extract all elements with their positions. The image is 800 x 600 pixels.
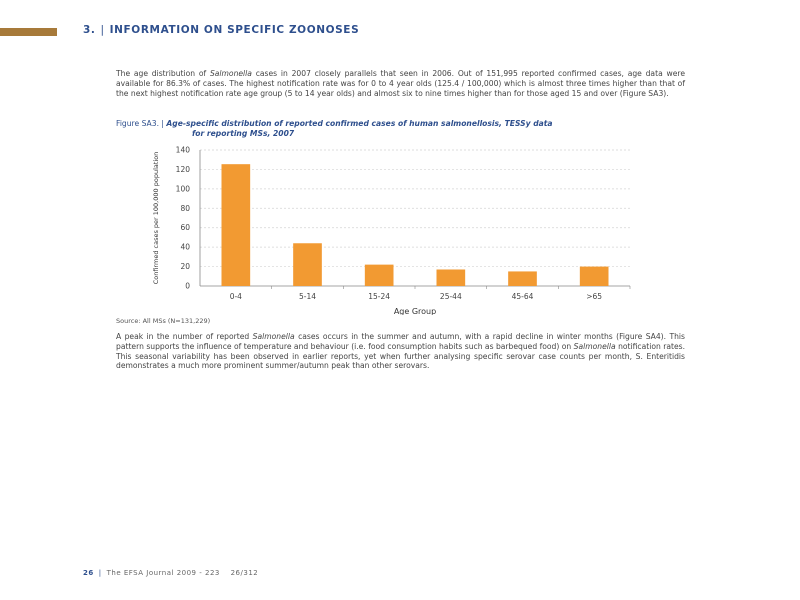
seasonality-paragraph: A peak in the number of reported Salmone… [116,332,685,371]
section-number: 3. [83,24,96,36]
footer-divider: | [98,569,102,577]
figure-source: Source: All MSs (N=131,229) [116,317,211,325]
text-run: A peak in the number of reported [116,332,253,341]
text-run: cases occurs in the summer and autumn, w… [116,332,685,351]
bar [364,264,394,286]
y-tick-label: 40 [180,243,190,252]
page-count: 26/312 [230,569,259,577]
section-title: INFORMATION ON SPECIFIC ZOONOSES [109,24,360,36]
italic-run: Salmonella [252,332,295,341]
bar [293,243,322,286]
journal-name: The EFSA Journal 2009 - 223 [106,569,220,577]
section-header: 3. | INFORMATION ON SPECIFIC ZOONOSES [83,24,359,36]
bar-chart: 0 20 40 60 80 100 120 140 0-4 5-14 15-24 25-44 45-64… [152,146,631,315]
bar [579,266,609,286]
header-divider: | [100,24,105,36]
figure-title-line2: for reporting MSs, 2007 [192,128,295,138]
intro-paragraph: The age distribution of Salmonella cases… [116,69,685,98]
bar [508,271,537,286]
bar [436,269,466,286]
figure-title-line1: Age-specific distribution of reported co… [166,119,553,128]
page-number: 26 [83,569,94,577]
x-tick-label: 25-44 [440,292,462,301]
text-run: The age distribution of [116,69,210,78]
italic-run: Salmonella [209,69,252,78]
figure-label: Figure SA3. [116,119,159,128]
y-tick-label: 140 [176,146,191,155]
y-tick-label: 80 [180,204,190,213]
bar [221,164,251,286]
x-tick-label: 5-14 [299,292,316,301]
y-axis-title: Confirmed cases per 100,000 population [152,152,160,285]
italic-run: Salmonella [573,341,616,351]
text-run: cases in 2007 closely parallels that see… [116,69,685,98]
x-tick-label: >65 [586,292,602,301]
y-tick-label: 0 [185,282,190,291]
x-tick-label: 45-64 [512,292,534,301]
y-tick-label: 120 [176,165,191,174]
x-tick-label: 0-4 [230,292,242,301]
y-tick-label: 20 [180,262,190,271]
figure-caption: Figure SA3. | Age-specific distribution … [116,119,691,138]
section-accent-bar [0,28,57,36]
page-footer: 26 | The EFSA Journal 2009 - 223 26/312 [83,569,258,577]
text-run: notification rates. This seasonal variab… [116,341,686,371]
x-tick-label: 15-24 [368,292,390,301]
x-axis-title: Age Group [394,307,436,315]
y-tick-label: 60 [180,223,190,232]
y-tick-label: 100 [176,184,191,193]
